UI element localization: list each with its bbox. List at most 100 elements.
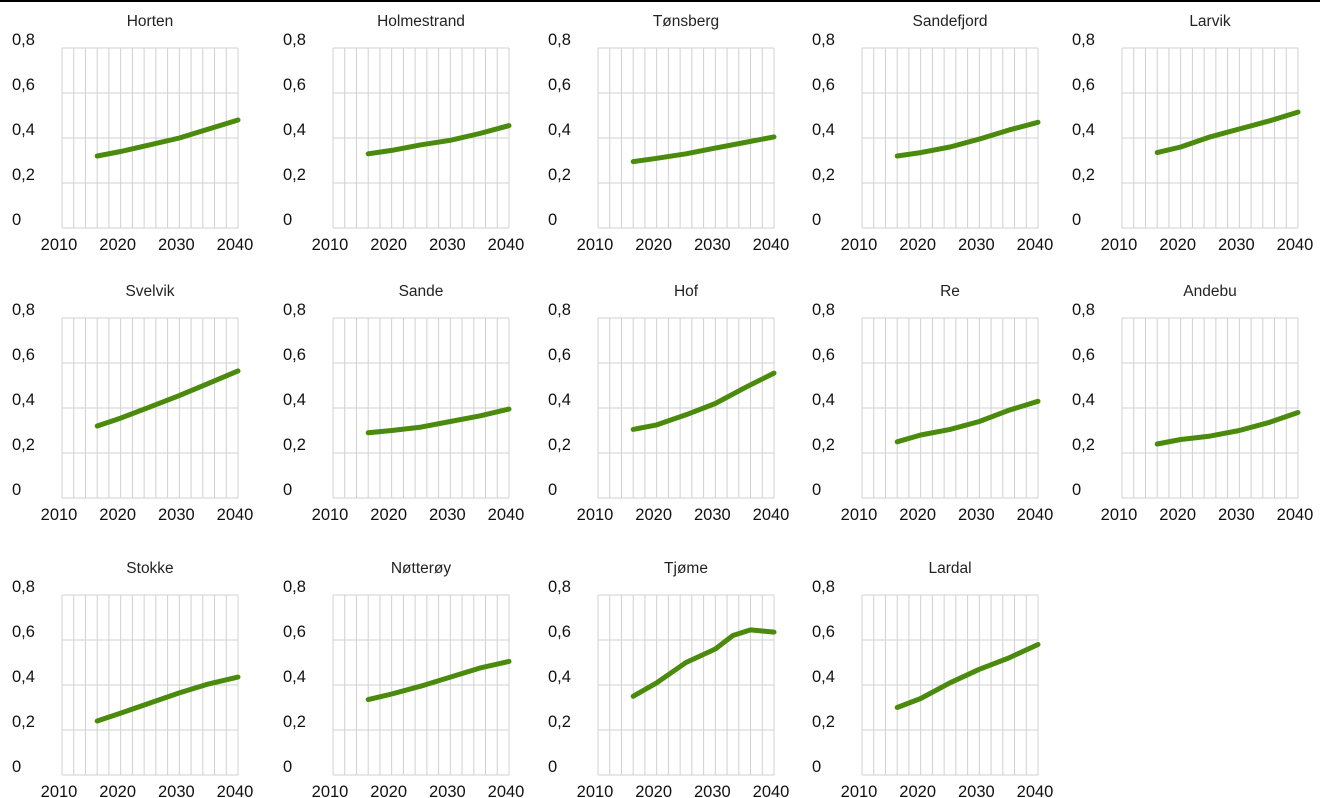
x-tick-label: 2010: [312, 236, 349, 254]
chart-title: Svelvik: [125, 283, 174, 300]
y-tick-label: 0,8: [283, 301, 306, 319]
series-line-lardal: [894, 642, 1041, 710]
y-tick-label: 0,2: [812, 436, 835, 454]
y-tick-label: 0,2: [12, 436, 35, 454]
x-tick-label: 2040: [1277, 506, 1314, 524]
y-tick-label: 0: [812, 758, 821, 776]
y-tick-label: 0,2: [1072, 436, 1095, 454]
series-line-tj-me: [630, 627, 777, 699]
y-tick-label: 0,6: [1072, 346, 1095, 364]
y-tick-label: 0,2: [283, 713, 306, 731]
y-tick-label: 0,4: [283, 668, 306, 686]
x-tick-label: 2010: [1101, 236, 1138, 254]
x-tick-label: 2020: [635, 506, 672, 524]
y-tick-label: 0,8: [812, 578, 835, 596]
y-tick-label: 0,4: [548, 668, 571, 686]
y-tick-label: 0,2: [12, 166, 35, 184]
y-tick-label: 0: [548, 481, 557, 499]
series-line-andebu: [1154, 410, 1301, 447]
x-tick-label: 2040: [1017, 783, 1054, 798]
x-tick-label: 2010: [41, 783, 78, 798]
chart-9: Re 0 0,2 0,4 0,6 0,8 2010 2020 2030 2040: [812, 283, 1053, 524]
y-tick-label: 0,4: [812, 391, 835, 409]
x-tick-label: 2040: [488, 506, 525, 524]
x-tick-label: 2010: [41, 506, 78, 524]
x-tick-label: 2030: [1218, 236, 1255, 254]
x-tick-label: 2030: [158, 236, 195, 254]
chart-10: Andebu 0 0,2 0,4 0,6 0,8 2010 2020 2030 2040: [1072, 283, 1313, 524]
series-line-svelvik: [94, 368, 241, 429]
x-tick-label: 2020: [1159, 236, 1196, 254]
chart-3: Tønsberg 0 0,2 0,4 0,6 0,8 2010 2020 2030 2040: [548, 13, 789, 254]
x-tick-label: 2040: [217, 236, 254, 254]
y-tick-label: 0,8: [548, 301, 571, 319]
chart-title: Stokke: [126, 560, 173, 577]
chart-2: Holmestrand 0 0,2 0,4 0,6 0,8 2010 2020 2030 2040: [283, 13, 524, 254]
y-tick-label: 0,6: [812, 76, 835, 94]
y-tick-label: 0,6: [12, 346, 35, 364]
x-tick-label: 2040: [1277, 236, 1314, 254]
y-tick-label: 0,4: [548, 121, 571, 139]
y-tick-label: 0,2: [283, 166, 306, 184]
chart-7: Sande 0 0,2 0,4 0,6 0,8 2010 2020 2030 2040: [283, 283, 524, 524]
y-tick-label: 0,6: [812, 346, 835, 364]
x-tick-label: 2030: [158, 506, 195, 524]
y-tick-label: 0,4: [12, 668, 35, 686]
chart-title: Larvik: [1189, 13, 1231, 30]
x-tick-label: 2030: [1218, 506, 1255, 524]
chart-title: Lardal: [928, 560, 971, 577]
x-tick-label: 2010: [577, 783, 614, 798]
series-line-t-nsberg: [630, 134, 777, 165]
series-line-sande: [365, 406, 512, 436]
y-tick-label: 0,6: [12, 623, 35, 641]
y-tick-label: 0,4: [812, 668, 835, 686]
series-line-re: [894, 398, 1041, 445]
series-line-n-tter-y: [365, 658, 512, 703]
chart-5: Larvik 0 0,2 0,4 0,6 0,8 2010 2020 2030 2040: [1072, 13, 1313, 254]
chart-title: Andebu: [1183, 283, 1236, 300]
x-tick-label: 2020: [635, 783, 672, 798]
chart-title: Re: [940, 283, 960, 300]
chart-4: Sandefjord 0 0,2 0,4 0,6 0,8 2010 2020 2030 2040: [812, 13, 1053, 254]
y-tick-label: 0,6: [548, 623, 571, 641]
y-tick-label: 0: [283, 758, 292, 776]
y-tick-label: 0,8: [12, 301, 35, 319]
y-tick-label: 0,4: [1072, 121, 1095, 139]
y-tick-label: 0: [12, 211, 21, 229]
x-tick-label: 2010: [1101, 506, 1138, 524]
y-tick-label: 0,8: [1072, 31, 1095, 49]
x-tick-label: 2040: [217, 783, 254, 798]
y-tick-label: 0,8: [283, 31, 306, 49]
y-tick-label: 0: [283, 481, 292, 499]
y-tick-label: 0,2: [12, 713, 35, 731]
y-tick-label: 0,2: [812, 713, 835, 731]
x-tick-label: 2040: [753, 506, 790, 524]
chart-title: Nøtterøy: [391, 560, 452, 577]
series-line-hof: [630, 370, 777, 432]
y-tick-label: 0,8: [283, 578, 306, 596]
x-tick-label: 2040: [217, 506, 254, 524]
x-tick-label: 2020: [635, 236, 672, 254]
y-tick-label: 0,8: [1072, 301, 1095, 319]
x-tick-label: 2020: [99, 783, 136, 798]
x-tick-label: 2010: [577, 506, 614, 524]
x-tick-label: 2030: [694, 783, 731, 798]
y-tick-label: 0,4: [1072, 391, 1095, 409]
y-tick-label: 0,4: [812, 121, 835, 139]
x-tick-label: 2010: [312, 783, 349, 798]
series-line-larvik: [1154, 109, 1301, 156]
y-tick-label: 0: [12, 481, 21, 499]
y-tick-label: 0,4: [283, 391, 306, 409]
chart-title: Horten: [127, 13, 174, 30]
x-tick-label: 2030: [429, 506, 466, 524]
x-tick-label: 2020: [370, 506, 407, 524]
y-tick-label: 0,8: [12, 31, 35, 49]
x-tick-label: 2030: [694, 236, 731, 254]
x-tick-label: 2040: [488, 236, 525, 254]
chart-8: Hof 0 0,2 0,4 0,6 0,8 2010 2020 2030 2040: [548, 283, 789, 524]
y-tick-label: 0: [1072, 481, 1081, 499]
top-border-line: [0, 0, 1320, 2]
y-tick-label: 0,6: [283, 76, 306, 94]
x-tick-label: 2010: [577, 236, 614, 254]
